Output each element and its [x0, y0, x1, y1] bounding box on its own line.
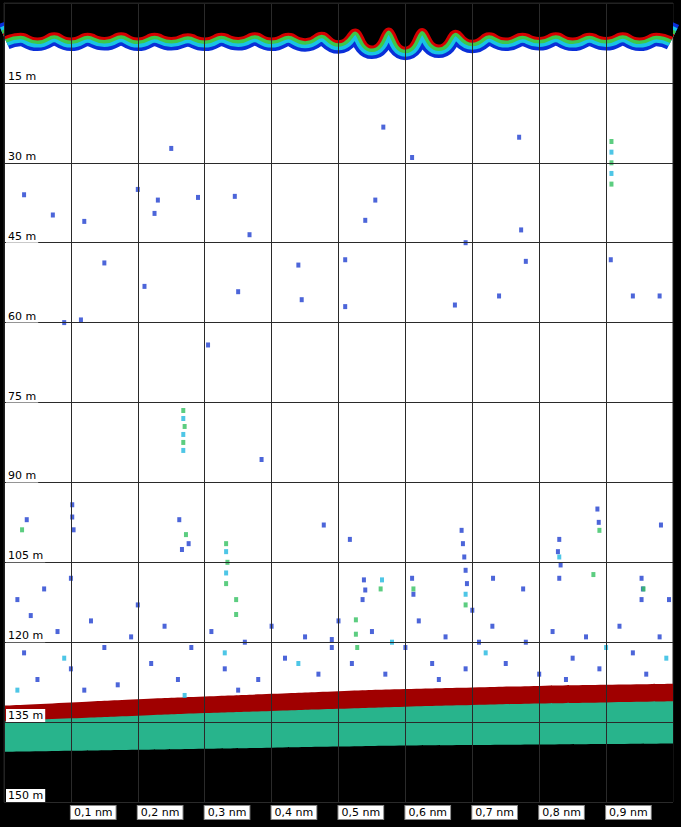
svg-text:30 m: 30 m	[8, 150, 36, 163]
svg-text:75 m: 75 m	[8, 390, 36, 403]
svg-text:105 m: 105 m	[8, 549, 43, 562]
svg-text:15 m: 15 m	[8, 70, 36, 83]
svg-text:120 m: 120 m	[8, 629, 43, 642]
svg-text:60 m: 60 m	[8, 310, 36, 323]
svg-text:45 m: 45 m	[8, 230, 36, 243]
svg-text:0,4 nm: 0,4 nm	[275, 806, 314, 819]
svg-text:0,8 nm: 0,8 nm	[542, 806, 581, 819]
svg-text:0,7 nm: 0,7 nm	[475, 806, 514, 819]
svg-text:0,6 nm: 0,6 nm	[408, 806, 447, 819]
svg-text:0,5 nm: 0,5 nm	[342, 806, 381, 819]
svg-text:150 m: 150 m	[8, 789, 43, 802]
svg-text:90 m: 90 m	[8, 469, 36, 482]
svg-text:135 m: 135 m	[8, 709, 43, 722]
svg-text:0,2 nm: 0,2 nm	[141, 806, 180, 819]
svg-text:0,1 nm: 0,1 nm	[74, 806, 113, 819]
svg-text:0,9 nm: 0,9 nm	[609, 806, 648, 819]
svg-text:0,3 nm: 0,3 nm	[208, 806, 247, 819]
